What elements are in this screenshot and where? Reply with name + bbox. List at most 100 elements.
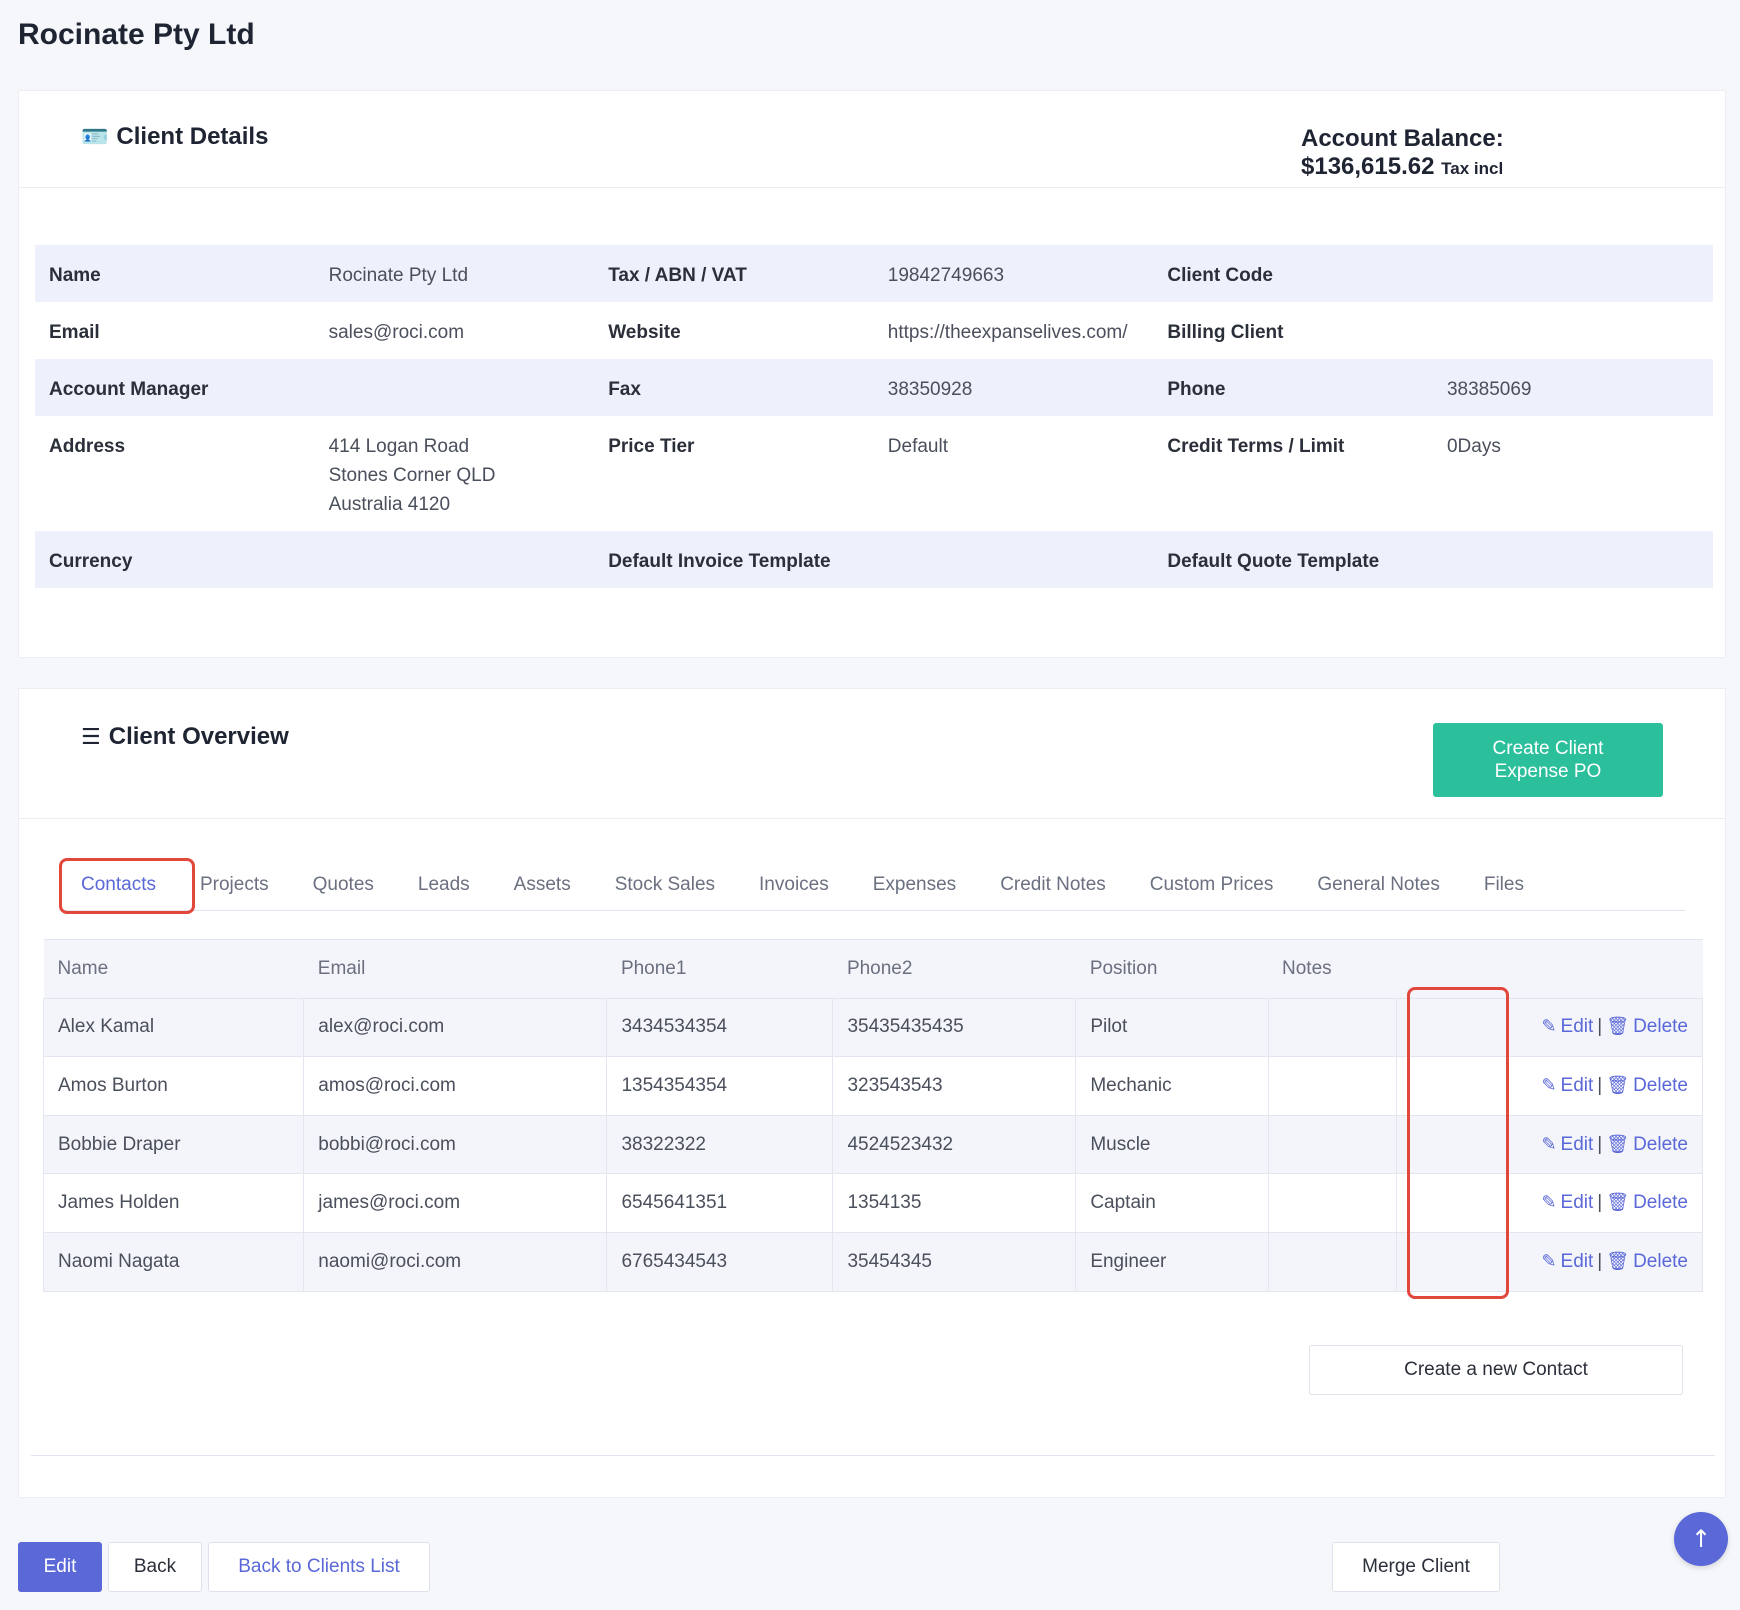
contact-notes <box>1267 1114 1398 1175</box>
action-separator: | <box>1597 1192 1603 1214</box>
tab-assets[interactable]: Assets <box>513 873 571 895</box>
client-overview-title: ☰ Client Overview <box>81 723 289 751</box>
merge-client-button[interactable]: Merge Client <box>1332 1542 1500 1592</box>
client-details-grid: Name Rocinate Pty Ltd Tax / ABN / VAT 19… <box>35 245 1713 588</box>
delete-label: Delete <box>1633 1192 1688 1214</box>
create-new-contact-button[interactable]: Create a new Contact <box>1309 1345 1683 1395</box>
details-label: Credit Terms / Limit <box>1167 436 1345 457</box>
delete-link[interactable]: 🗑 Delete <box>1606 1192 1688 1213</box>
edit-link[interactable]: ✎ Edit <box>1541 1134 1593 1155</box>
details-value: 0Days <box>1446 436 1501 457</box>
row-actions: ✎ Edit | 🗑 Delete <box>1396 1173 1703 1233</box>
tab-leads[interactable]: Leads <box>417 873 470 895</box>
address-line: Stones Corner QLD <box>328 465 496 486</box>
edit-link[interactable]: ✎ Edit <box>1541 1251 1593 1272</box>
details-value <box>1433 245 1713 277</box>
stack-icon: ☰ <box>81 724 101 749</box>
edit-link[interactable]: ✎ Edit <box>1541 1075 1593 1096</box>
page-title: Rocinate Pty Ltd <box>18 18 255 51</box>
details-row: Name Rocinate Pty Ltd Tax / ABN / VAT 19… <box>35 245 1713 302</box>
col-header-email: Email <box>303 939 607 999</box>
scroll-to-top-button[interactable]: ↑ <box>1674 1512 1728 1566</box>
table-row: Amos Burton amos@roci.com 1354354354 323… <box>42 1056 1703 1116</box>
edit-link[interactable]: ✎ Edit <box>1541 1016 1593 1037</box>
details-row: Address 414 Logan Road Stones Corner QLD… <box>35 416 1713 531</box>
edit-client-button[interactable]: Edit <box>18 1542 102 1592</box>
create-po-line: Expense PO <box>1494 761 1602 782</box>
trash-icon: 🗑 <box>1606 1133 1630 1154</box>
contact-phone2: 35435435435 <box>832 997 1077 1058</box>
details-value: sales@roci.com <box>328 322 465 343</box>
client-details-title-text: Client Details <box>116 123 269 150</box>
col-header-position: Position <box>1075 939 1269 999</box>
client-overview-title-text: Client Overview <box>108 723 289 750</box>
contacts-table: Name Email Phone1 Phone2 Position Notes … <box>42 939 1703 1292</box>
tab-custom-prices[interactable]: Custom Prices <box>1149 873 1274 895</box>
details-label: Tax / ABN / VAT <box>608 265 747 286</box>
edit-label: Edit <box>1560 1016 1594 1038</box>
contact-phone2: 4524523432 <box>832 1114 1077 1175</box>
arrow-up-icon: ↑ <box>1690 1525 1712 1553</box>
action-separator: | <box>1597 1016 1603 1038</box>
tab-general-notes[interactable]: General Notes <box>1317 873 1440 895</box>
trash-icon: 🗑 <box>1606 1250 1630 1271</box>
details-value <box>1433 302 1713 334</box>
tab-invoices[interactable]: Invoices <box>759 873 829 895</box>
tab-files[interactable]: Files <box>1483 873 1524 895</box>
details-row: Account Manager Fax 38350928 Phone 38385… <box>35 359 1713 416</box>
table-row: Naomi Nagata naomi@roci.com 6765434543 3… <box>42 1231 1703 1292</box>
contact-position: Muscle <box>1075 1114 1269 1175</box>
details-label: Phone <box>1167 379 1226 400</box>
back-button[interactable]: Back <box>108 1542 202 1592</box>
delete-link[interactable]: 🗑 Delete <box>1606 1134 1688 1155</box>
overview-tabs: Contacts Projects Quotes Leads Assets St… <box>59 859 1685 911</box>
edit-link[interactable]: ✎ Edit <box>1541 1192 1593 1213</box>
details-label: Price Tier <box>608 436 695 457</box>
row-actions: ✎ Edit | 🗑 Delete <box>1396 1056 1703 1116</box>
delete-link[interactable]: 🗑 Delete <box>1606 1016 1688 1037</box>
trash-icon: 🗑 <box>1606 1192 1630 1213</box>
contact-notes <box>1267 1231 1398 1292</box>
col-header-phone1: Phone1 <box>606 939 833 999</box>
row-actions: ✎ Edit | 🗑 Delete <box>1396 1231 1703 1292</box>
action-separator: | <box>1597 1250 1603 1272</box>
details-value <box>315 359 595 391</box>
details-value: Default <box>887 436 948 457</box>
details-label: Name <box>49 265 101 286</box>
contact-notes <box>1267 997 1398 1058</box>
action-separator: | <box>1597 1133 1603 1155</box>
contact-name: Amos Burton <box>42 1056 305 1116</box>
tab-projects[interactable]: Projects <box>199 873 269 895</box>
back-to-clients-list-button[interactable]: Back to Clients List <box>208 1542 430 1592</box>
details-label: Address <box>49 436 126 457</box>
details-label: Website <box>608 322 681 343</box>
table-row: James Holden james@roci.com 6545641351 1… <box>42 1173 1703 1233</box>
tab-expenses[interactable]: Expenses <box>872 873 957 895</box>
table-row: Bobbie Draper bobbi@roci.com 38322322 45… <box>42 1114 1703 1175</box>
details-label: Account Manager <box>49 379 209 400</box>
tab-contacts[interactable]: Contacts <box>81 873 156 895</box>
tab-credit-notes[interactable]: Credit Notes <box>1000 873 1106 895</box>
details-label: Currency <box>49 551 133 572</box>
contact-name: Bobbie Draper <box>42 1114 305 1175</box>
contact-email: james@roci.com <box>303 1173 608 1233</box>
details-value: 38350928 <box>887 379 973 400</box>
details-value: Rocinate Pty Ltd <box>328 265 469 286</box>
contact-name: James Holden <box>42 1173 305 1233</box>
delete-link[interactable]: 🗑 Delete <box>1606 1075 1688 1096</box>
website-link[interactable]: https://theexpanselives.com/ <box>887 322 1128 343</box>
details-value <box>1433 531 1713 563</box>
delete-link[interactable]: 🗑 Delete <box>1606 1251 1688 1272</box>
tab-quotes[interactable]: Quotes <box>312 873 374 895</box>
edit-icon: ✎ <box>1541 1250 1557 1271</box>
edit-icon: ✎ <box>1541 1074 1557 1095</box>
create-client-expense-po-button[interactable]: Create Client Expense PO <box>1433 723 1663 797</box>
row-actions: ✎ Edit | 🗑 Delete <box>1396 997 1703 1058</box>
edit-label: Edit <box>1560 1133 1594 1155</box>
address-line: 414 Logan Road <box>328 436 470 457</box>
client-overview-header: ☰ Client Overview Create Client Expense … <box>19 689 1725 819</box>
edit-icon: ✎ <box>1541 1192 1557 1213</box>
col-header-name: Name <box>43 939 304 999</box>
details-value: 38385069 <box>1446 379 1532 400</box>
tab-stock-sales[interactable]: Stock Sales <box>614 873 716 895</box>
